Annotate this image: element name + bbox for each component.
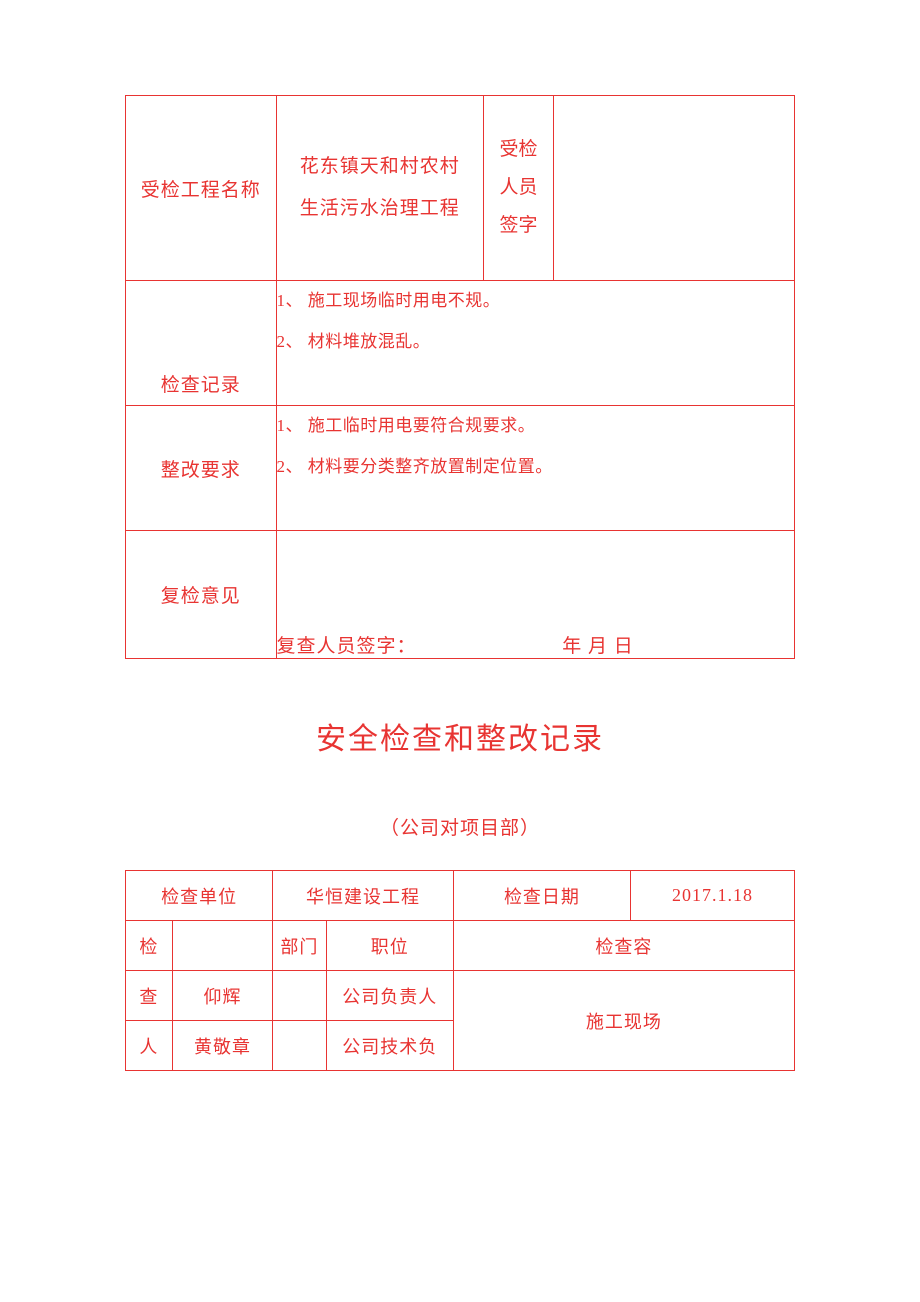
inspected-label-line1: 受检 xyxy=(484,131,553,169)
checker-dept-2 xyxy=(273,1021,327,1071)
rectify-line1: 1、 施工临时用电要符合规要求。 xyxy=(277,406,794,447)
check-record-line2: 2、 材料堆放混乱。 xyxy=(277,322,794,363)
checker-name-1: 仰辉 xyxy=(172,971,272,1021)
checker-vertical-1: 检 xyxy=(126,921,173,971)
project-name-line1: 花东镇天和村农村 xyxy=(277,146,483,188)
project-name-cell: 花东镇天和村农村 生活污水治理工程 xyxy=(276,96,483,281)
rectify-line2: 2、 材料要分类整齐放置制定位置。 xyxy=(277,447,794,488)
dept-label: 部门 xyxy=(273,921,327,971)
checker-name-header-blank xyxy=(172,921,272,971)
check-date-label: 检查日期 xyxy=(453,871,630,921)
inspected-person-sign-label: 受检 人员 签字 xyxy=(483,96,553,281)
inspected-label-line3: 签字 xyxy=(484,207,553,245)
checker-position-2: 公司技术负 xyxy=(326,1021,453,1071)
inspected-label-line2: 人员 xyxy=(484,169,553,207)
page-title: 安全检查和整改记录 xyxy=(125,714,795,758)
page-subtitle: （公司对项目部） xyxy=(125,813,795,840)
check-record-line1: 1、 施工现场临时用电不规。 xyxy=(277,281,794,322)
inspection-record-table: 受检工程名称 花东镇天和村农村 生活污水治理工程 受检 人员 签字 检查记录 1… xyxy=(125,95,795,659)
review-signer-label: 复查人员签字： xyxy=(277,636,417,657)
rectify-require-content: 1、 施工临时用电要符合规要求。 2、 材料要分类整齐放置制定位置。 xyxy=(276,406,794,531)
review-opinion-label: 复检意见 xyxy=(126,531,277,659)
check-content-value: 施工现场 xyxy=(453,971,794,1071)
review-date-label: 年 月 日 xyxy=(562,631,634,658)
check-record-label: 检查记录 xyxy=(126,281,277,406)
inspected-person-sign-value xyxy=(554,96,795,281)
check-record-content: 1、 施工现场临时用电不规。 2、 材料堆放混乱。 xyxy=(276,281,794,406)
check-unit-label: 检查单位 xyxy=(126,871,273,921)
checker-vertical-3: 人 xyxy=(126,1021,173,1071)
project-name-line2: 生活污水治理工程 xyxy=(277,188,483,230)
position-label: 职位 xyxy=(326,921,453,971)
check-date-value: 2017.1.18 xyxy=(631,871,795,921)
checker-position-1: 公司负责人 xyxy=(326,971,453,1021)
check-content-label: 检查容 xyxy=(453,921,794,971)
safety-check-table: 检查单位 华恒建设工程 检查日期 2017.1.18 检 部门 职位 检查容 查… xyxy=(125,870,795,1071)
checker-name-2: 黄敬章 xyxy=(172,1021,272,1071)
checker-dept-1 xyxy=(273,971,327,1021)
rectify-require-label: 整改要求 xyxy=(126,406,277,531)
inspected-project-label: 受检工程名称 xyxy=(126,96,277,281)
checker-vertical-2: 查 xyxy=(126,971,173,1021)
review-opinion-content: 复查人员签字： 年 月 日 xyxy=(276,531,794,659)
check-unit-value: 华恒建设工程 xyxy=(273,871,454,921)
